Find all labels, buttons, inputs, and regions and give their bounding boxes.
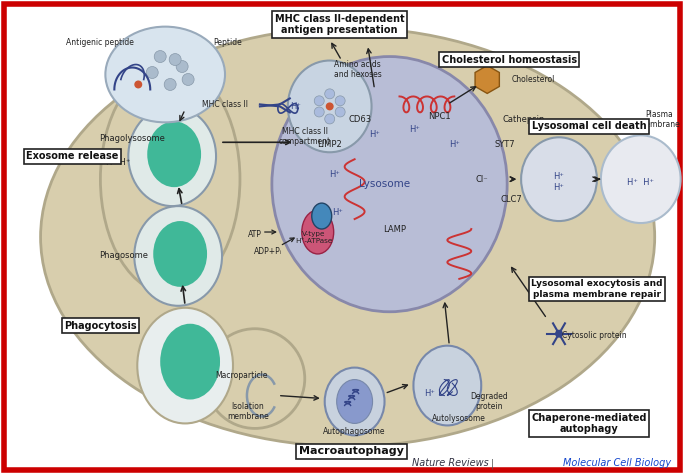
Text: Antigenic peptide: Antigenic peptide [66,38,134,47]
Ellipse shape [325,368,384,436]
Ellipse shape [129,106,216,206]
Text: Nature Reviews: Nature Reviews [412,458,489,468]
Text: V-type
H⁺-ATPase: V-type H⁺-ATPase [295,231,332,245]
Circle shape [314,96,324,106]
Text: Autophagosome: Autophagosome [324,427,386,436]
Ellipse shape [160,324,220,400]
Text: Cytosolic protein: Cytosolic protein [562,331,627,340]
Ellipse shape [101,64,240,294]
Text: MHC class II: MHC class II [202,100,248,109]
Circle shape [154,51,166,63]
Text: H⁺: H⁺ [329,170,340,179]
Text: Phagosome: Phagosome [99,251,148,260]
Text: ATP: ATP [248,229,262,238]
Ellipse shape [134,206,222,306]
Text: Molecular Cell Biology: Molecular Cell Biology [562,458,670,468]
Text: H⁺: H⁺ [449,140,460,149]
Text: Cathepsin: Cathepsin [503,115,545,124]
Text: H⁺: H⁺ [332,208,343,217]
Ellipse shape [147,121,201,187]
Text: H⁺ H⁺: H⁺ H⁺ [106,158,131,167]
Text: ADP+Pᵢ: ADP+Pᵢ [254,247,282,256]
Text: H⁺: H⁺ [369,130,380,139]
Text: Degraded
protein: Degraded protein [471,392,508,411]
Text: Chaperone-mediated
autophagy: Chaperone-mediated autophagy [531,413,646,434]
Text: LIMP2: LIMP2 [317,140,342,149]
Text: Exosome release: Exosome release [26,151,118,161]
Circle shape [335,107,345,117]
Text: H⁺  H⁺: H⁺ H⁺ [627,178,655,187]
Text: Cholesterol homeostasis: Cholesterol homeostasis [442,55,577,64]
Ellipse shape [337,380,373,423]
Text: Cl⁻: Cl⁻ [476,175,488,184]
Text: Macroautophagy: Macroautophagy [299,447,404,456]
Ellipse shape [601,135,681,223]
Ellipse shape [205,329,305,428]
Ellipse shape [153,221,207,287]
Circle shape [325,114,334,124]
Text: SYT7: SYT7 [495,140,516,149]
Text: MHC class II
compartment: MHC class II compartment [278,127,331,146]
Text: Macroparticle: Macroparticle [215,371,268,380]
Circle shape [164,79,176,91]
Text: Isolation
membrane: Isolation membrane [227,402,269,421]
Polygon shape [475,65,499,93]
Text: H⁺: H⁺ [424,389,435,398]
Circle shape [134,81,142,89]
Circle shape [169,54,181,65]
Text: Amino acids
and hexoses: Amino acids and hexoses [334,60,382,79]
Text: Lysosomal exocytosis and
plasma membrane repair: Lysosomal exocytosis and plasma membrane… [531,279,663,299]
Text: H⁺: H⁺ [291,102,301,111]
Circle shape [326,102,334,110]
Text: NPC1: NPC1 [428,112,451,121]
Circle shape [555,330,563,337]
Text: H⁺
H⁺: H⁺ H⁺ [553,173,564,192]
Text: CLC7: CLC7 [500,195,522,204]
Text: Lysosomal cell death: Lysosomal cell death [531,121,646,131]
Ellipse shape [413,346,482,426]
Text: Autolysosome: Autolysosome [432,414,486,423]
Text: |: | [490,458,494,469]
Text: CD63: CD63 [348,115,371,124]
Text: Phagocytosis: Phagocytosis [64,321,137,331]
FancyBboxPatch shape [3,4,680,470]
Circle shape [182,73,194,85]
Ellipse shape [272,56,507,312]
Text: Phagolysosome: Phagolysosome [99,134,166,143]
Text: Lysosome: Lysosome [359,179,410,189]
Ellipse shape [105,27,225,122]
Text: Peptide: Peptide [213,38,242,47]
Ellipse shape [302,210,334,254]
Text: MHC class II-dependent
antigen presentation: MHC class II-dependent antigen presentat… [275,14,404,36]
Circle shape [176,61,188,73]
Text: Cholesterol: Cholesterol [511,75,555,84]
Text: Plasma
membrane: Plasma membrane [637,109,680,129]
Circle shape [325,89,334,99]
Circle shape [314,107,324,117]
Ellipse shape [312,203,332,229]
Circle shape [146,66,158,79]
Ellipse shape [288,61,371,152]
Ellipse shape [137,308,233,423]
Text: H⁺: H⁺ [409,125,420,134]
Ellipse shape [40,27,655,447]
Text: LAMP: LAMP [383,225,406,234]
Circle shape [335,96,345,106]
Ellipse shape [521,137,597,221]
